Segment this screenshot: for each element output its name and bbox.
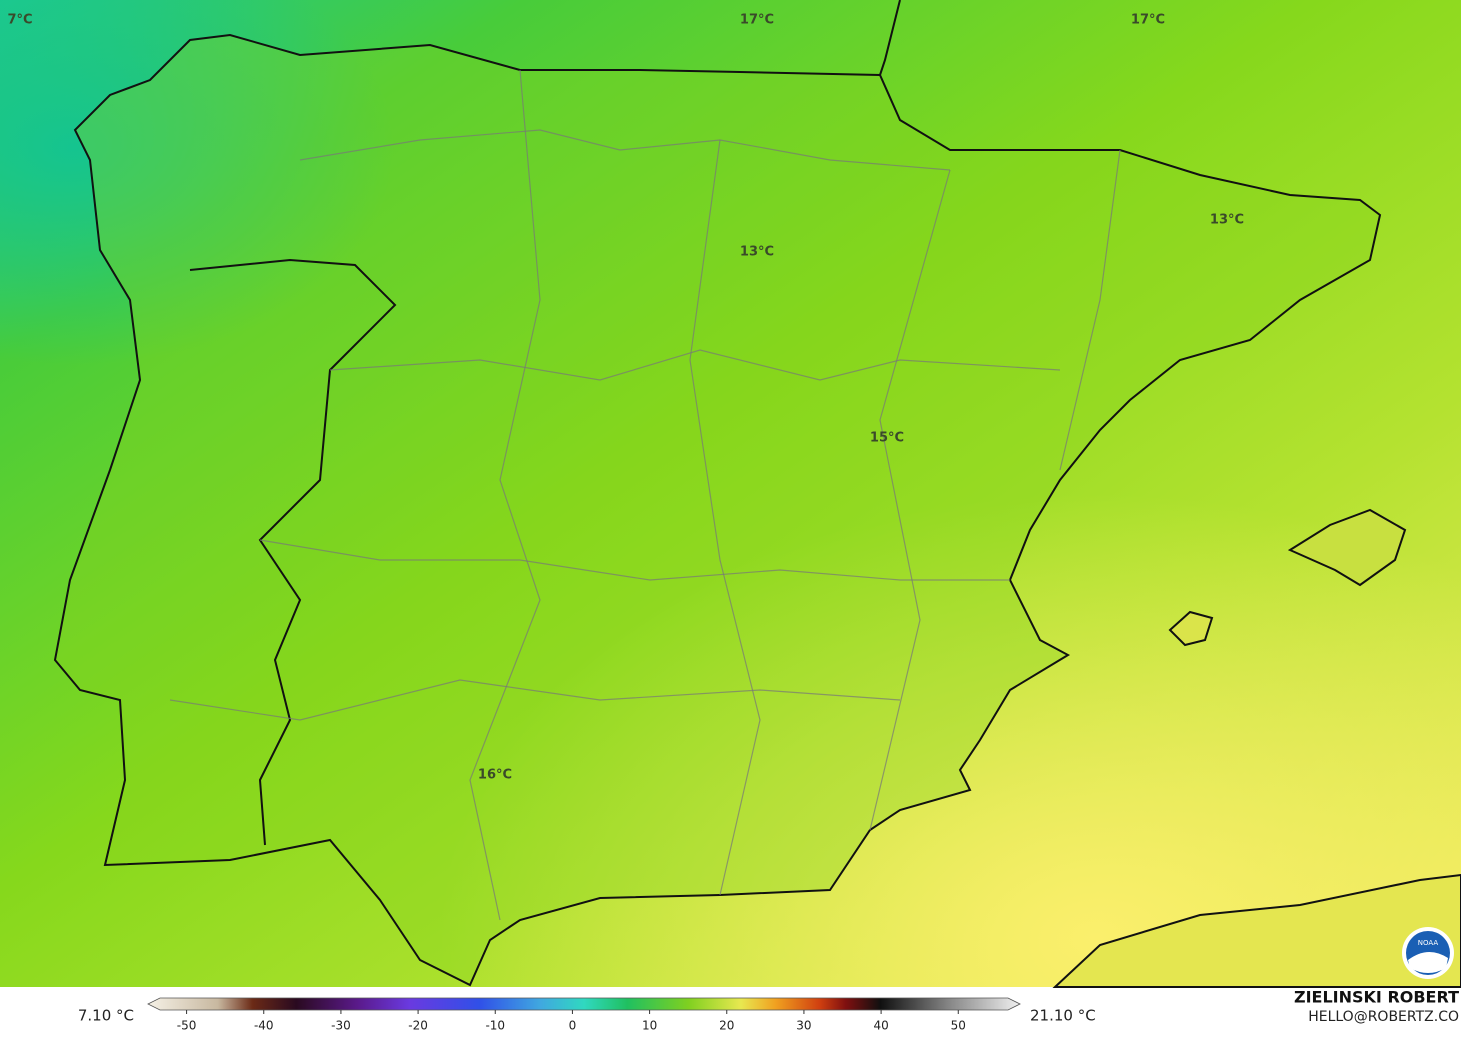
warm-area [0, 0, 1461, 987]
colorbar-tick-label: -30 [331, 1019, 351, 1033]
north-africa [1052, 873, 1461, 988]
colorbar-tick-label: -20 [408, 1019, 428, 1033]
colorbar-tick-label: 20 [719, 1019, 734, 1033]
credit-name: ZIELINSKI ROBERT [1294, 988, 1459, 1007]
province-borders [169, 69, 1121, 921]
contour-label: 16°C [478, 768, 512, 783]
colorbar-ticks: -50 -40 -30 -20 -10 0 10 20 30 40 50 [177, 1010, 966, 1033]
colorbar: 7.10 °C 21.10 °C -50 -40 -30 -20 -10 0 10 20 30 4… [78, 997, 1096, 1033]
colorbar-max-label: 21.10 °C [1030, 1007, 1096, 1025]
colorbar-tick-label: 40 [873, 1019, 888, 1033]
contour-label: 17°C [1131, 13, 1165, 28]
contour-label: 15°C [870, 431, 904, 446]
contour-label: 7°C [7, 13, 32, 28]
colorbar-tick-label: -50 [177, 1019, 197, 1033]
contour-label: 17°C [740, 13, 774, 28]
colorbar-tick-label: 30 [796, 1019, 811, 1033]
coastline [53, 33, 1382, 987]
credit: ZIELINSKI ROBERT HELLO@ROBERTZ.CO [1294, 988, 1459, 1026]
colorbar-tick-label: 50 [951, 1019, 966, 1033]
contour-label: 13°C [1210, 213, 1244, 228]
ibiza [1168, 610, 1214, 647]
credit-email: HELLO@ROBERTZ.CO [1308, 1009, 1459, 1025]
contour-label: 13°C [740, 245, 774, 260]
colorbar-tick-label: -40 [254, 1019, 274, 1033]
colorbar-tick-label: -10 [485, 1019, 505, 1033]
border-pyrenees [879, 0, 901, 76]
map [0, 0, 1461, 988]
logo: NOAA [1402, 927, 1454, 979]
logo-text: NOAA [1418, 939, 1439, 947]
border-spain-portugal [189, 258, 397, 846]
colorbar-tick-label: 0 [569, 1019, 577, 1033]
colorbar-tick-label: 10 [642, 1019, 657, 1033]
contour-labels: 7°C 17°C 17°C 13°C 13°C 15°C 16°C [7, 13, 1244, 783]
logo-bird [1408, 951, 1448, 973]
colorbar-gradient [147, 997, 1021, 1011]
colorbar-min-label: 7.10 °C [78, 1007, 134, 1025]
mallorca [1287, 508, 1407, 587]
